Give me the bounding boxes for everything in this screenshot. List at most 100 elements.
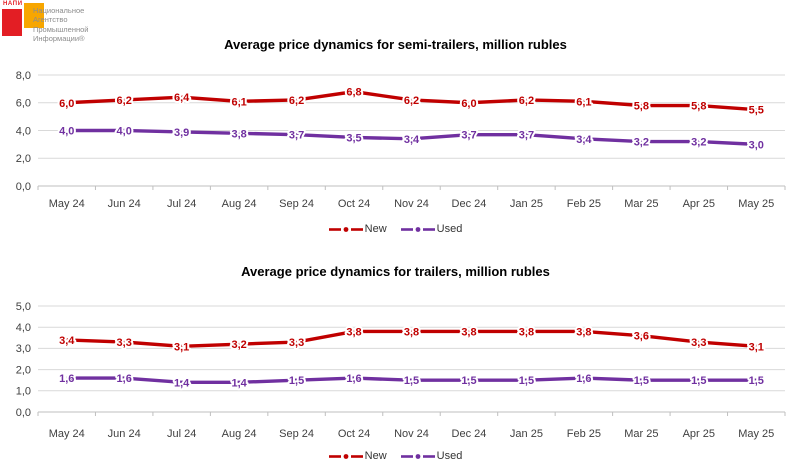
svg-text:6,0: 6,0 [59, 98, 74, 110]
logo-org-line-2: Агентство [33, 15, 68, 25]
svg-text:Jan 25: Jan 25 [510, 428, 543, 440]
svg-text:1,6: 1,6 [346, 373, 361, 385]
svg-text:6,0: 6,0 [461, 98, 476, 110]
svg-text:1,5: 1,5 [749, 375, 764, 387]
svg-text:6,1: 6,1 [576, 96, 591, 108]
new-series-marker-icon [328, 226, 363, 232]
svg-text:1,0: 1,0 [16, 386, 31, 398]
svg-text:1,5: 1,5 [404, 375, 419, 387]
svg-text:4,0: 4,0 [117, 126, 132, 138]
svg-text:3,3: 3,3 [117, 337, 132, 349]
logo-brand-text: НАПИ [3, 1, 23, 7]
chart1-legend-item-used: Used [400, 223, 463, 235]
svg-text:3,8: 3,8 [404, 326, 419, 338]
svg-text:5,0: 5,0 [16, 301, 31, 313]
chart2-plot-area: 0,0 1,0 2,0 3,0 4,0 5,0 May 24 Jun 24 Jul 24 Aug … [16, 301, 786, 440]
svg-text:3,7: 3,7 [289, 130, 304, 142]
svg-text:1,6: 1,6 [117, 373, 132, 385]
new-series-marker-icon [328, 453, 363, 459]
svg-text:3,5: 3,5 [346, 132, 361, 144]
svg-text:May 25: May 25 [738, 198, 774, 210]
svg-text:Sep 24: Sep 24 [279, 428, 314, 440]
svg-text:6,2: 6,2 [519, 95, 534, 107]
svg-text:2,0: 2,0 [16, 153, 31, 165]
logo-red-square [2, 9, 22, 36]
logo-orange-square [24, 3, 44, 28]
svg-text:3,3: 3,3 [691, 337, 706, 349]
svg-text:3,8: 3,8 [519, 326, 534, 338]
svg-text:Mar 25: Mar 25 [624, 428, 658, 440]
chart1-legend: New Used [0, 223, 791, 235]
svg-text:1,5: 1,5 [289, 375, 304, 387]
logo-org-name: Национальное Агентство Промышленной Инфо… [33, 6, 89, 43]
svg-text:4,0: 4,0 [59, 126, 74, 138]
svg-text:3,7: 3,7 [461, 130, 476, 142]
svg-text:Nov 24: Nov 24 [394, 428, 429, 440]
logo-org-line-4: Информации® [33, 33, 85, 43]
svg-text:6,2: 6,2 [117, 95, 132, 107]
logo-org-line-3: Промышленной [33, 24, 89, 34]
napi-logo: НАПИ Национальное Агентство Промышленной… [0, 0, 160, 50]
svg-text:Oct 24: Oct 24 [338, 198, 370, 210]
svg-text:6,2: 6,2 [404, 95, 419, 107]
chart2-legend-item-used: Used [400, 450, 463, 462]
svg-text:6,8: 6,8 [346, 87, 361, 99]
svg-text:5,5: 5,5 [749, 105, 764, 117]
svg-text:May 25: May 25 [738, 428, 774, 440]
chart1-title: Average price dynamics for semi-trailers… [224, 37, 567, 52]
svg-text:3,8: 3,8 [231, 128, 246, 140]
chart1-legend-label-new: New [364, 223, 387, 235]
svg-text:1,6: 1,6 [59, 373, 74, 385]
svg-text:0,0: 0,0 [16, 181, 31, 193]
svg-text:6,2: 6,2 [289, 95, 304, 107]
svg-text:6,4: 6,4 [174, 92, 190, 104]
svg-text:Jan 25: Jan 25 [510, 198, 543, 210]
svg-text:3,8: 3,8 [346, 326, 361, 338]
svg-text:1,4: 1,4 [231, 377, 247, 389]
svg-text:Nov 24: Nov 24 [394, 198, 429, 210]
svg-text:3,3: 3,3 [289, 337, 304, 349]
chart2-legend: New Used [0, 450, 791, 462]
svg-text:3,8: 3,8 [461, 326, 476, 338]
svg-text:5,8: 5,8 [691, 101, 706, 113]
svg-text:3,6: 3,6 [634, 331, 649, 343]
svg-text:3,1: 3,1 [749, 341, 764, 353]
svg-text:4,0: 4,0 [16, 125, 31, 137]
chart2-legend-label-used: Used [436, 450, 463, 462]
svg-text:1,5: 1,5 [634, 375, 649, 387]
chart1-legend-item-new: New [328, 223, 387, 235]
svg-text:3,1: 3,1 [174, 341, 189, 353]
svg-text:1,6: 1,6 [576, 373, 591, 385]
svg-text:3,7: 3,7 [519, 130, 534, 142]
svg-text:Apr 25: Apr 25 [683, 428, 715, 440]
svg-text:3,9: 3,9 [174, 127, 189, 139]
svg-text:Dec 24: Dec 24 [452, 428, 487, 440]
svg-text:0,0: 0,0 [16, 407, 31, 419]
chart1-plot-area: 0,0 2,0 4,0 6,0 8,0 May 24 Jun 24 Jul 24 Aug 24 S… [16, 70, 786, 210]
used-series-marker-icon [400, 453, 435, 459]
svg-text:3,4: 3,4 [404, 134, 420, 146]
svg-text:3,4: 3,4 [576, 134, 592, 146]
svg-text:Mar 25: Mar 25 [624, 198, 658, 210]
svg-text:1,5: 1,5 [519, 375, 534, 387]
svg-text:3,0: 3,0 [16, 343, 31, 355]
svg-text:1,5: 1,5 [461, 375, 476, 387]
chart1-legend-label-used: Used [436, 223, 463, 235]
svg-text:Aug 24: Aug 24 [222, 198, 257, 210]
svg-text:Jul 24: Jul 24 [167, 198, 196, 210]
svg-text:3,2: 3,2 [231, 339, 246, 351]
svg-text:6,0: 6,0 [16, 98, 31, 110]
svg-text:3,8: 3,8 [576, 326, 591, 338]
svg-text:Dec 24: Dec 24 [452, 198, 487, 210]
svg-text:5,8: 5,8 [634, 101, 649, 113]
svg-text:Sep 24: Sep 24 [279, 198, 314, 210]
svg-text:6,1: 6,1 [231, 96, 246, 108]
svg-text:3,2: 3,2 [691, 137, 706, 149]
svg-text:3,0: 3,0 [749, 139, 764, 151]
svg-text:Apr 25: Apr 25 [683, 198, 715, 210]
svg-text:2,0: 2,0 [16, 364, 31, 376]
chart2-legend-label-new: New [364, 450, 387, 462]
svg-text:May 24: May 24 [49, 198, 85, 210]
svg-text:3,4: 3,4 [59, 335, 75, 347]
svg-text:Feb 25: Feb 25 [567, 428, 601, 440]
